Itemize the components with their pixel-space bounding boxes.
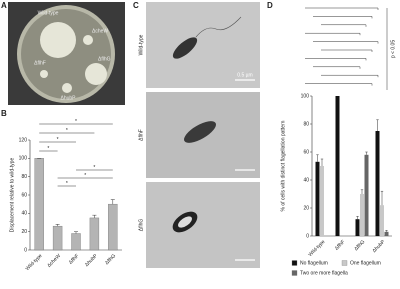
y-tick-label: 40 [303, 177, 309, 183]
scale-label: 0.5 µm [237, 72, 252, 78]
colony [83, 35, 93, 45]
bar [384, 231, 389, 236]
x-tick-label: ΔflhF [334, 239, 347, 252]
bar [335, 96, 340, 236]
y-tick-label: 100 [19, 156, 28, 162]
strain-label: ΔhubP [60, 95, 76, 101]
strain-label: ΔflhG [98, 56, 111, 62]
strain-label: ΔflhF [138, 129, 144, 141]
sig-label: * [93, 165, 95, 171]
bar [380, 205, 384, 236]
y-tick-label: 60 [21, 192, 27, 198]
y-tick-label: 100 [301, 93, 310, 99]
bar [34, 158, 44, 251]
y-tick-label: 120 [19, 137, 28, 143]
x-tick-label: ΔflhG [353, 239, 366, 252]
x-tick-label: Wild-type [307, 239, 326, 258]
strain-label: ΔflhF [34, 60, 46, 66]
annotation: p < 0.05 [390, 40, 396, 58]
strain-label: ΔflhG [138, 219, 144, 232]
legend-label: One flagellum [350, 260, 381, 266]
legend-label: Two ore more flagella [300, 270, 348, 276]
cell [172, 37, 198, 59]
strain-label: Wild-type [38, 10, 59, 16]
strain-label: Wild-type [138, 34, 144, 55]
sig-label: * [84, 173, 86, 179]
bar [320, 166, 324, 236]
panel-label: C [133, 1, 139, 10]
y-axis-label: Displacement relative to wild-type [9, 158, 15, 233]
y-tick-label: 20 [303, 205, 309, 211]
colony [85, 63, 107, 85]
y-tick-label: 20 [21, 229, 27, 235]
x-tick-label: ΔhubP [371, 239, 386, 254]
x-tick-label: Wild-type [25, 253, 44, 272]
x-tick-label: ΔhubP [84, 253, 99, 268]
sig-label: * [75, 119, 77, 125]
legend-swatch [341, 260, 348, 266]
bar [375, 131, 380, 236]
legend-label: No flagellum [300, 260, 328, 266]
sig-label: * [66, 128, 68, 134]
sig-label: * [66, 181, 68, 187]
colony [62, 83, 72, 93]
panel-label: B [1, 109, 7, 118]
cell-body [178, 216, 192, 228]
cell [184, 121, 216, 143]
bar [355, 219, 360, 236]
flagellum [195, 16, 242, 38]
legend-swatch [291, 260, 298, 266]
y-tick-label: 80 [21, 174, 27, 180]
panel-label: A [1, 1, 7, 10]
colony [40, 22, 76, 58]
bar [360, 194, 364, 236]
x-tick-label: ΔflhF [68, 253, 81, 266]
y-tick-label: 60 [303, 149, 309, 155]
y-tick-label: 0 [306, 233, 309, 239]
x-tick-label: ΔcheW [46, 253, 62, 269]
sig-label: * [47, 146, 49, 152]
bar [315, 161, 320, 236]
x-tick-label: ΔflhG [104, 253, 117, 266]
bar [108, 203, 118, 251]
legend-swatch [291, 270, 298, 276]
colony [40, 70, 48, 78]
bar [364, 154, 369, 236]
panel-label: D [267, 1, 273, 10]
bar [52, 225, 63, 251]
tem-image [146, 2, 260, 88]
y-tick-label: 40 [21, 211, 27, 217]
y-tick-label: 0 [24, 247, 27, 253]
y-tick-label: 80 [303, 121, 309, 127]
bar [89, 217, 100, 251]
y-axis-label: % of cells with distinct flagellation pa… [280, 120, 286, 211]
bar [71, 233, 81, 251]
tem-image [146, 182, 260, 268]
strain-label: ΔcheW [92, 28, 108, 34]
sig-label: * [57, 137, 59, 143]
